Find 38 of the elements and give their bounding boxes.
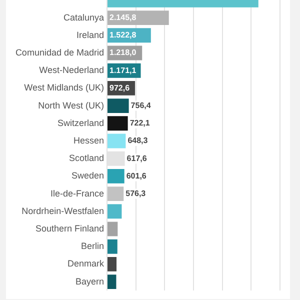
- data-label: 722,1: [130, 118, 150, 128]
- bar: [108, 134, 126, 148]
- y-tick-label: Bayern: [75, 276, 104, 286]
- bar: [108, 98, 129, 114]
- y-tick-label: Hessen: [73, 135, 104, 146]
- data-label: 601,6: [126, 171, 147, 180]
- bar: [108, 168, 124, 184]
- y-tick-label: Nordrhein-Westfalen: [22, 206, 104, 216]
- data-label: 756,4: [130, 101, 152, 110]
- y-tick-label: Ile-de-France: [50, 188, 104, 198]
- bar: [108, 256, 117, 272]
- y-tick-label: Catalunya: [63, 12, 104, 22]
- data-label: 648,3: [128, 136, 148, 146]
- y-tick-label: Denmark: [67, 258, 104, 269]
- bar: [108, 222, 118, 236]
- y-tick-label: Sweden: [71, 170, 104, 181]
- data-label: 1.171,1: [110, 66, 137, 75]
- data-label: 576,3: [126, 189, 146, 198]
- y-tick-label: Southern Finland: [35, 223, 104, 234]
- data-label: 1.218,0: [110, 48, 137, 58]
- bar: [108, 116, 128, 131]
- y-tick-label: West Midlands (UK): [24, 82, 104, 93]
- bar: [108, 10, 169, 26]
- data-label: 2.145,8: [110, 13, 137, 22]
- bar: [108, 186, 124, 202]
- bar: [108, 239, 118, 254]
- y-tick-label: Berlin: [80, 241, 104, 252]
- y-tick-label: Switzerland: [57, 118, 104, 128]
- y-tick-label: Ireland: [76, 30, 104, 40]
- y-tick-label: North West (UK): [38, 100, 104, 110]
- bar: [108, 274, 116, 290]
- y-tick-label: Comunidad de Madrid: [15, 47, 104, 58]
- y-tick-label: Scotland: [68, 153, 104, 164]
- data-label: 617,6: [126, 154, 148, 163]
- data-label: 1.522,8: [110, 30, 137, 40]
- bar: [108, 204, 122, 219]
- data-label: 972,6: [110, 83, 130, 92]
- y-tick-label: West-Nederland: [39, 65, 104, 76]
